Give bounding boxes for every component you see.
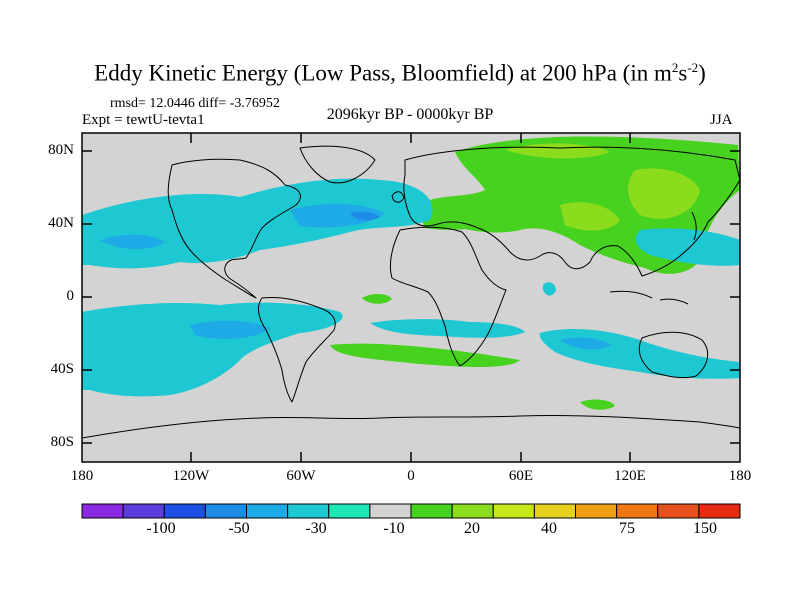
colorbar-swatch: [533, 503, 576, 519]
anomaly-region-indian-blob: [543, 282, 556, 296]
colorbar-swatch: [81, 503, 124, 519]
colorbar-label: 20: [464, 520, 480, 537]
coast-eurasia: [403, 146, 740, 277]
chart-title: Eddy Kinetic Energy (Low Pass, Bloomfiel…: [94, 60, 706, 86]
anomaly-region-asia-core: [560, 202, 620, 231]
coast-south-america: [258, 297, 336, 403]
x-tick-label: 180: [728, 468, 752, 484]
anomaly-region-east-asia: [628, 168, 700, 219]
period-label: 2096kyr BP - 0000kyr BP: [326, 106, 494, 123]
x-tick-label: 180: [70, 468, 94, 484]
coast-antarctica: [82, 414, 740, 439]
anomaly-field: [82, 133, 740, 462]
x-tick-label: 0: [407, 468, 415, 484]
anomaly-region-south-atlantic: [330, 343, 520, 367]
coast-australia: [638, 331, 709, 379]
coast-greenland: [299, 145, 376, 184]
axis-ticks: [82, 133, 740, 462]
colorbar-swatch: [122, 503, 165, 519]
colorbar-swatch: [204, 503, 247, 519]
colorbar-swatch: [287, 503, 330, 519]
coastlines: [82, 145, 740, 439]
anomaly-region-south-pacific: [82, 302, 343, 397]
colorbar-swatch: [410, 503, 453, 519]
anomaly-region-south-atlantic-band: [370, 319, 525, 338]
colorbar-swatch: [492, 503, 535, 519]
x-tick-label: 60E: [508, 468, 534, 484]
x-tick-label: 120W: [172, 468, 210, 484]
y-tick-label: 40N: [48, 215, 74, 231]
colorbar-label: 75: [619, 520, 635, 537]
anomaly-region-southern-ocean: [580, 399, 615, 410]
colorbar-label: 150: [693, 520, 717, 537]
anomaly-region-atlantic-core: [290, 203, 385, 228]
colorbar-swatch: [657, 503, 700, 519]
stats-label: rmsd= 12.0446 diff= -3.76952: [110, 96, 280, 111]
anomaly-region-deep-core: [350, 211, 380, 221]
coast-indonesia: [609, 290, 689, 305]
colorbar-label: -100: [146, 520, 176, 537]
anomaly-region-indian-core: [560, 337, 612, 350]
colorbar-swatch: [698, 503, 741, 519]
colorbar-swatch: [369, 503, 412, 519]
colorbar-swatch: [328, 503, 371, 519]
x-tick-label: 120E: [614, 468, 646, 484]
anomaly-region-north-pacific: [635, 228, 740, 266]
coast-japan: [691, 211, 697, 241]
colorbar-label: -10: [383, 520, 405, 537]
colorbar-label: -30: [305, 520, 327, 537]
colorbar: [81, 503, 741, 519]
colorbar-label: 40: [541, 520, 557, 537]
colorbar-swatch: [163, 503, 206, 519]
coast-africa: [389, 226, 507, 367]
x-tick-label: 60W: [286, 468, 316, 484]
colorbar-swatch: [575, 503, 618, 519]
y-tick-label: 80N: [48, 142, 74, 158]
coast-uk: [391, 191, 405, 203]
colorbar-swatch: [616, 503, 659, 519]
coast-north-america: [167, 158, 301, 299]
y-tick-label: 80S: [50, 434, 74, 450]
season-label: JJA: [710, 112, 733, 128]
y-tick-label: 0: [66, 288, 75, 304]
colorbar-label: -50: [228, 520, 250, 537]
experiment-label: Expt = tewtU-tevta1: [82, 112, 205, 128]
anomaly-region-south-pacific-core: [190, 320, 270, 340]
anomaly-region-west-pacific-core: [100, 234, 165, 250]
colorbar-swatch: [246, 503, 289, 519]
anomaly-region-equatorial-atlantic: [362, 293, 392, 304]
colorbar-swatch: [451, 503, 494, 519]
y-tick-label: 40S: [50, 361, 74, 377]
